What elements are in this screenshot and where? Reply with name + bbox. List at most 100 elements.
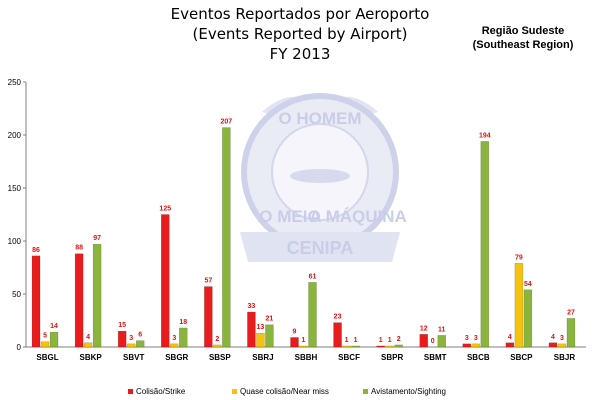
- x-tick-label-sbmt: SBMT: [424, 353, 447, 362]
- y-tick-label-200: 200: [8, 131, 22, 140]
- legend: Colisão/Strike Quase colisão/Near miss Avi…: [128, 387, 446, 396]
- data-label-sbbh-avistamento-sighting: 61: [309, 273, 317, 280]
- bar-sbjr-avistamento-sighting: [566, 318, 576, 348]
- bar-sbvt-avistamento-sighting: [135, 340, 145, 348]
- region-label-line-2: (Southeast Region): [472, 39, 574, 51]
- chart-title-line-3: FY 2013: [269, 45, 331, 63]
- bar-sbgl-quase-colis-o-near-miss: [40, 341, 50, 348]
- chart-title-line-2: (Events Reported by Airport): [192, 25, 408, 43]
- bar-sbrj-colis-o-strike: [247, 311, 256, 348]
- data-label-sbkp-quase-colis-o-near-miss: 4: [86, 334, 90, 341]
- bar-sbvt-quase-colis-o-near-miss: [126, 343, 136, 348]
- bar-sbkp-avistamento-sighting: [92, 243, 102, 348]
- y-tick-label-150: 150: [8, 184, 22, 193]
- x-tick-label-sbgl: SBGL: [36, 353, 58, 362]
- x-tick-label-sbkp: SBKP: [79, 353, 102, 362]
- x-tick-label-sbcp: SBCP: [510, 353, 533, 362]
- data-label-sbrj-avistamento-sighting: 21: [266, 316, 274, 323]
- data-label-sbjr-quase-colis-o-near-miss: 3: [560, 335, 564, 342]
- bar-sbmt-colis-o-strike: [419, 334, 428, 348]
- region-label-line-1: Região Sudeste: [481, 25, 565, 37]
- data-label-sbcb-avistamento-sighting: 194: [479, 132, 491, 139]
- bar-sbjr-colis-o-strike: [548, 342, 558, 348]
- legend-swatch-quase-colis-o-near-miss: [232, 389, 237, 394]
- x-tick-label-sbvt: SBVT: [123, 353, 144, 362]
- watermark-bottom-right-text: A MÁQUINA: [309, 207, 407, 226]
- data-label-sbmt-quase-colis-o-near-miss: 0: [431, 338, 435, 345]
- bar-sbcp-avistamento-sighting: [523, 289, 533, 348]
- bar-sbbh-quase-colis-o-near-miss: [299, 345, 308, 348]
- data-label-sbgl-quase-colis-o-near-miss: 5: [43, 333, 47, 340]
- data-label-sbvt-colis-o-strike: 15: [118, 322, 126, 329]
- bar-sbsp-avistamento-sighting: [222, 127, 231, 348]
- x-axis-categories: SBGL SBKP SBVT SBGR SBSP SBRJ SBBH SBCF SBPR SBMT…: [36, 353, 575, 362]
- bar-sbgl-colis-o-strike: [31, 255, 41, 348]
- legend-label-avistamento-sighting: Avistamento/Sighting: [371, 387, 446, 396]
- data-label-sbcb-quase-colis-o-near-miss: 3: [474, 335, 478, 342]
- cenipa-watermark-emblem: O HOMEM O MEIO A MÁQUINA CENIPA: [240, 93, 407, 262]
- data-label-sbvt-avistamento-sighting: 6: [138, 332, 142, 339]
- bar-sbpr-colis-o-strike: [376, 345, 385, 348]
- bar-sbkp-quase-colis-o-near-miss: [83, 342, 93, 348]
- legend-swatch-avistamento-sighting: [363, 389, 368, 394]
- data-label-sbgl-avistamento-sighting: 14: [50, 323, 58, 330]
- bar-sbkp-colis-o-strike: [74, 253, 84, 348]
- legend-swatch-colis-o-strike: [128, 389, 133, 394]
- data-label-sbcp-colis-o-strike: 4: [508, 334, 512, 341]
- data-label-sbbh-colis-o-strike: 9: [293, 328, 297, 335]
- watermark-banner-text: CENIPA: [287, 238, 354, 258]
- y-axis-ticks: 0 50 100 150 200 250: [8, 78, 26, 352]
- bar-sbpr-quase-colis-o-near-miss: [385, 345, 394, 348]
- data-label-sbpr-quase-colis-o-near-miss: 1: [388, 337, 392, 344]
- x-tick-label-sbsp: SBSP: [209, 353, 231, 362]
- bar-sbrj-avistamento-sighting: [265, 324, 274, 348]
- data-label-sbgr-avistamento-sighting: 18: [179, 319, 187, 326]
- bar-sbsp-colis-o-strike: [204, 286, 213, 348]
- watermark-top-text: O HOMEM: [278, 109, 361, 128]
- bar-sbcb-avistamento-sighting: [480, 141, 490, 348]
- data-label-sbcb-colis-o-strike: 3: [465, 335, 469, 342]
- data-label-sbpr-colis-o-strike: 1: [379, 337, 383, 344]
- bar-sbcf-quase-colis-o-near-miss: [342, 345, 351, 348]
- y-tick-label-50: 50: [12, 290, 21, 299]
- bar-sbcf-avistamento-sighting: [351, 345, 360, 348]
- data-label-sbmt-colis-o-strike: 12: [420, 325, 428, 332]
- watermark-bottom-left-text: O MEIO: [259, 207, 320, 226]
- legend-label-quase-colis-o-near-miss: Quase colisão/Near miss: [240, 387, 329, 396]
- bar-sbmt-avistamento-sighting: [437, 335, 446, 348]
- data-label-sbcf-quase-colis-o-near-miss: 1: [345, 337, 349, 344]
- y-tick-label-250: 250: [8, 78, 22, 87]
- bar-sbpr-avistamento-sighting: [394, 344, 403, 348]
- data-label-sbmt-avistamento-sighting: 11: [438, 326, 446, 333]
- bar-sbgr-colis-o-strike: [161, 214, 170, 348]
- y-tick-label-100: 100: [8, 237, 22, 246]
- data-label-sbvt-quase-colis-o-near-miss: 3: [129, 335, 133, 342]
- data-label-sbrj-colis-o-strike: 33: [248, 303, 256, 310]
- bar-sbvt-colis-o-strike: [117, 330, 127, 348]
- region-label: Região Sudeste (Southeast Region): [468, 24, 578, 52]
- x-tick-label-sbpr: SBPR: [381, 353, 403, 362]
- data-label-sbbh-quase-colis-o-near-miss: 1: [302, 337, 306, 344]
- data-label-sbrj-quase-colis-o-near-miss: 13: [257, 324, 265, 331]
- bar-sbbh-colis-o-strike: [290, 337, 299, 348]
- x-tick-label-sbgr: SBGR: [165, 353, 188, 362]
- data-label-sbpr-avistamento-sighting: 2: [397, 336, 401, 343]
- data-label-sbjr-colis-o-strike: 4: [551, 334, 555, 341]
- bar-sbgr-avistamento-sighting: [179, 327, 188, 348]
- data-label-sbkp-avistamento-sighting: 97: [93, 235, 101, 242]
- bar-sbcp-quase-colis-o-near-miss: [514, 263, 524, 348]
- bars: [31, 127, 576, 348]
- data-label-sbsp-colis-o-strike: 57: [204, 278, 212, 285]
- chart-title: Eventos Reportados por Aeroporto (Events…: [90, 4, 510, 64]
- y-tick-label-0: 0: [17, 343, 22, 352]
- bar-sbsp-quase-colis-o-near-miss: [213, 344, 222, 348]
- data-label-sbgr-quase-colis-o-near-miss: 3: [172, 335, 176, 342]
- bar-sbgr-quase-colis-o-near-miss: [170, 343, 179, 348]
- bar-sbcp-colis-o-strike: [505, 342, 515, 348]
- data-label-sbcp-quase-colis-o-near-miss: 79: [515, 254, 523, 261]
- legend-label-colis-o-strike: Colisão/Strike: [136, 387, 186, 396]
- data-label-sbgr-colis-o-strike: 125: [159, 206, 171, 213]
- data-label-sbjr-avistamento-sighting: 27: [567, 309, 575, 316]
